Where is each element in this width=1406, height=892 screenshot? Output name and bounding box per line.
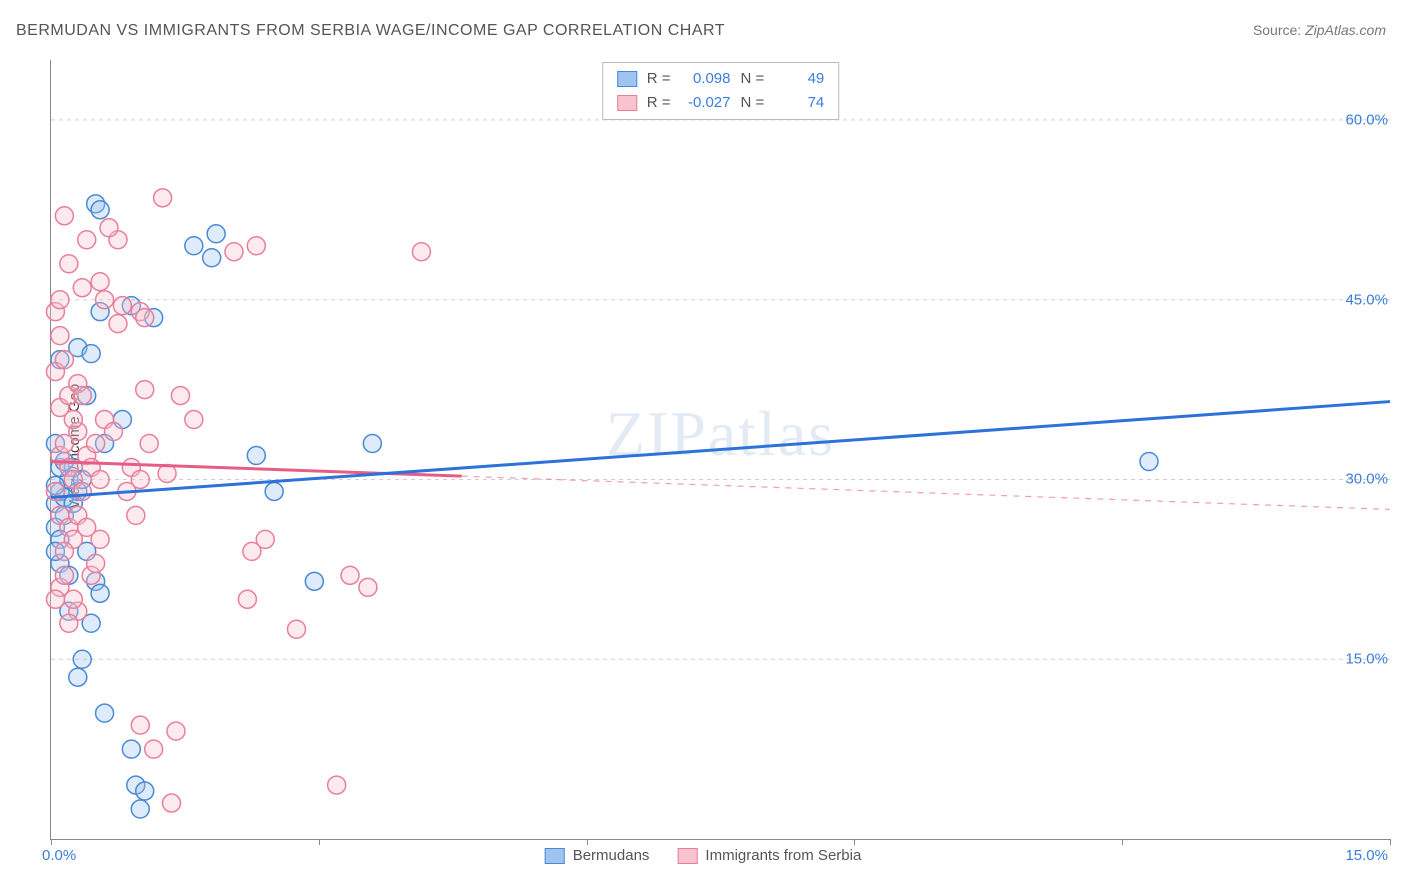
r-label: R =: [647, 91, 671, 115]
legend-label-blue: Bermudans: [573, 847, 650, 864]
x-axis-tick: [319, 839, 320, 845]
bottom-legend: Bermudans Immigrants from Serbia: [545, 847, 862, 864]
legend-swatch-blue: [545, 848, 565, 864]
legend-item-pink: Immigrants from Serbia: [677, 847, 861, 864]
x-axis-tick: [1122, 839, 1123, 845]
legend-item-blue: Bermudans: [545, 847, 650, 864]
x-axis-tick: [1390, 839, 1391, 845]
stats-legend-box: R = 0.098 N = 49 R = -0.027 N = 74: [602, 62, 840, 120]
x-axis-tick: [854, 839, 855, 845]
x-tick-end: 15.0%: [1345, 847, 1388, 864]
r-label: R =: [647, 67, 671, 91]
r-value-blue: 0.098: [681, 67, 731, 91]
n-value-pink: 74: [774, 91, 824, 115]
x-axis-tick: [51, 839, 52, 845]
legend-label-pink: Immigrants from Serbia: [705, 847, 861, 864]
chart-title: BERMUDAN VS IMMIGRANTS FROM SERBIA WAGE/…: [16, 22, 725, 40]
plot-svg: [51, 60, 1390, 839]
y-tick-label: 15.0%: [1345, 651, 1388, 668]
plot-area: ZIPatlas R = 0.098 N = 49 R = -0.027 N =…: [50, 60, 1390, 840]
n-label: N =: [741, 91, 765, 115]
legend-swatch-pink: [677, 848, 697, 864]
source-label: Source:: [1253, 22, 1301, 38]
source-value: ZipAtlas.com: [1305, 22, 1386, 38]
x-tick-start: 0.0%: [42, 847, 76, 864]
y-tick-label: 30.0%: [1345, 471, 1388, 488]
chart-container: BERMUDAN VS IMMIGRANTS FROM SERBIA WAGE/…: [0, 0, 1406, 892]
y-tick-label: 45.0%: [1345, 291, 1388, 308]
source-attribution: Source: ZipAtlas.com: [1253, 22, 1386, 38]
r-value-pink: -0.027: [681, 91, 731, 115]
swatch-blue: [617, 71, 637, 87]
n-label: N =: [741, 67, 765, 91]
y-tick-label: 60.0%: [1345, 111, 1388, 128]
stats-row-blue: R = 0.098 N = 49: [617, 67, 825, 91]
n-value-blue: 49: [774, 67, 824, 91]
swatch-pink: [617, 95, 637, 111]
stats-row-pink: R = -0.027 N = 74: [617, 91, 825, 115]
x-axis-tick: [587, 839, 588, 845]
